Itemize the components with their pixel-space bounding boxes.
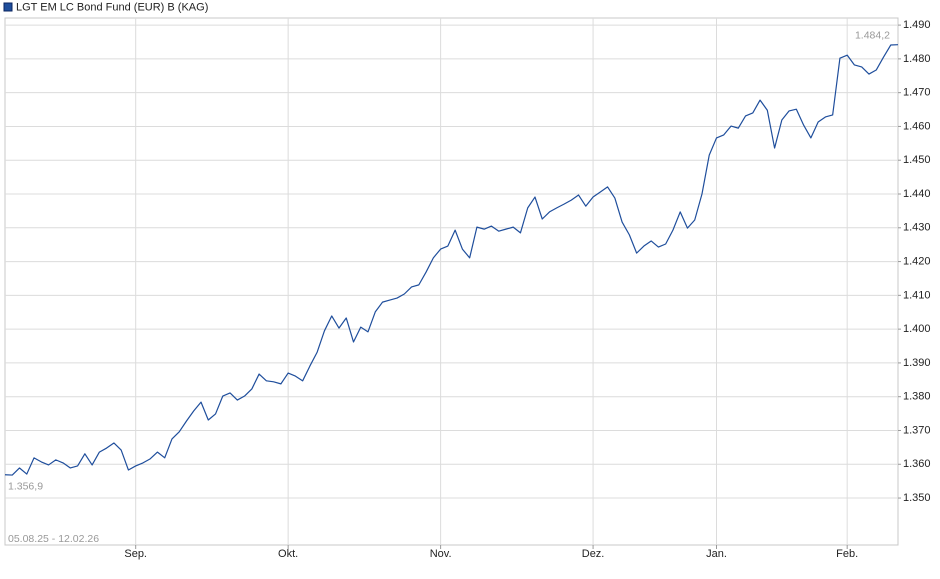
x-tick-label: Okt.	[278, 548, 298, 560]
y-tick-label: 1.470	[903, 87, 931, 99]
y-tick-label: 1.490	[903, 19, 931, 31]
y-tick-label: 1.440	[903, 188, 931, 200]
y-tick-label: 1.410	[903, 289, 931, 301]
y-tick-label: 1.360	[903, 458, 931, 470]
legend-swatch	[3, 2, 13, 12]
value-label: 1.484,2	[855, 29, 890, 41]
x-tick-label: Nov.	[430, 548, 452, 560]
y-tick-label: 1.370	[903, 424, 931, 436]
y-tick-label: 1.480	[903, 53, 931, 65]
x-tick-label: Sep.	[124, 548, 147, 560]
x-tick-label: Jan.	[706, 548, 727, 560]
y-tick-label: 1.350	[903, 492, 931, 504]
x-tick-label: Dez.	[582, 548, 605, 560]
legend-label: LGT EM LC Bond Fund (EUR) B (KAG)	[16, 1, 208, 13]
y-tick-label: 1.400	[903, 323, 931, 335]
line	[4, 44, 899, 476]
x-tick-label: Feb.	[836, 548, 858, 560]
y-tick-label: 1.390	[903, 357, 931, 369]
value-label: 1.356,9	[8, 481, 43, 493]
y-tick-label: 1.450	[903, 154, 931, 166]
y-tick-label: 1.380	[903, 391, 931, 403]
y-tick-label: 1.430	[903, 222, 931, 234]
y-tick-label: 1.420	[903, 255, 931, 267]
period-label: 05.08.25 - 12.02.26	[8, 533, 99, 545]
plot-frame	[4, 17, 899, 546]
y-tick-label: 1.460	[903, 120, 931, 132]
